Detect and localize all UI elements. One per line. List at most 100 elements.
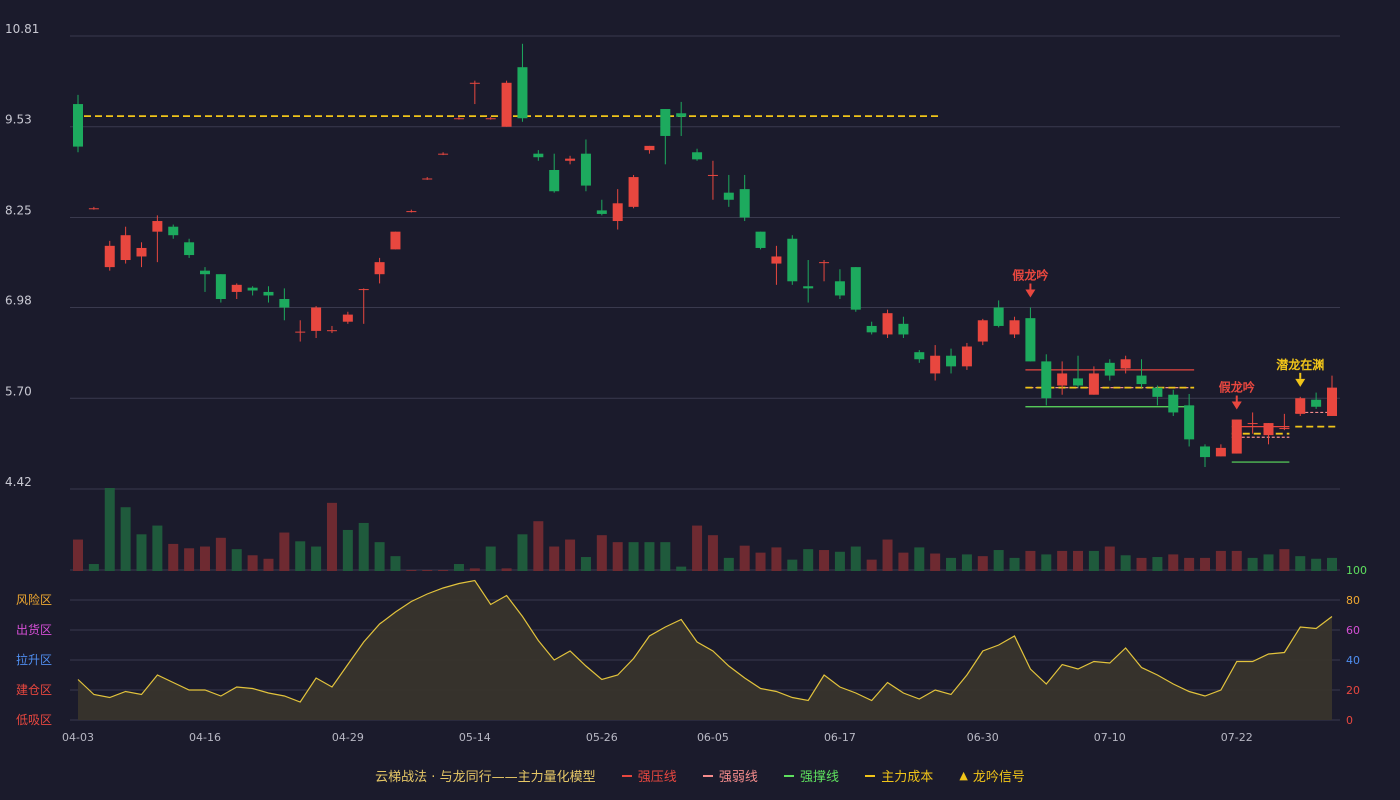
candle-body	[580, 153, 591, 186]
candle-body	[882, 313, 893, 335]
price-tick-label: 9.53	[5, 113, 32, 127]
candle-body	[326, 330, 337, 332]
signal-arrow	[1231, 401, 1242, 410]
x-tick-label: 04-29	[332, 731, 364, 744]
candle-body	[1279, 428, 1290, 430]
x-tick-label: 06-17	[824, 731, 856, 744]
candle-body	[914, 352, 925, 360]
volume-bar	[120, 507, 131, 571]
candle-body	[739, 189, 750, 218]
volume-bar	[263, 558, 274, 571]
candle-body	[1215, 447, 1226, 457]
candle-body	[453, 118, 464, 120]
candle-body	[1136, 375, 1147, 385]
candle-body	[120, 235, 131, 261]
candle-body	[803, 286, 814, 289]
price-tick-label: 4.42	[5, 475, 32, 489]
candle-body	[1327, 387, 1337, 416]
candle-body	[295, 331, 306, 333]
candle-body	[850, 267, 861, 310]
candle-body	[787, 238, 798, 282]
legend-label: 主力成本	[881, 770, 934, 785]
candle-body	[104, 245, 115, 268]
price-tick-label: 10.81	[5, 22, 39, 36]
candle-body	[930, 355, 941, 374]
indicator-line	[77, 579, 1333, 703]
zone-label: 建仓区	[16, 683, 52, 697]
volume-bar	[88, 564, 99, 571]
volume-bar	[104, 488, 115, 571]
legend-swatch	[865, 774, 876, 777]
volume-bar	[231, 549, 242, 571]
candle-body	[247, 287, 258, 291]
candle-body	[771, 256, 782, 264]
legend-item-strong-pressure[interactable]: 强压线	[621, 766, 677, 785]
candle-body	[961, 346, 972, 367]
volume-bar	[358, 522, 369, 571]
x-tick-label: 06-30	[967, 731, 999, 744]
candle-body	[1263, 423, 1274, 436]
candle-body	[1152, 387, 1163, 397]
candle-body	[707, 174, 718, 176]
volume-bar	[549, 546, 560, 571]
axis-labels: 4.42 5.70 6.98 8.25 9.53 10.81 100 80 60 40 20 0 风险区…	[5, 22, 1367, 744]
candle-body	[1073, 378, 1084, 386]
candlestick-series	[73, 43, 1337, 468]
volume-bar	[819, 550, 830, 571]
candle-body	[1295, 398, 1306, 414]
volume-bar	[580, 557, 591, 571]
candle-body	[1200, 446, 1211, 458]
x-tick-label: 05-26	[586, 731, 618, 744]
volume-bar	[1104, 546, 1115, 571]
volume-bar	[295, 541, 306, 571]
volume-bar	[1041, 554, 1052, 571]
legend-label: 强撑线	[800, 770, 840, 785]
volume-bar	[834, 551, 845, 571]
candle-body	[422, 178, 433, 180]
candle-body	[231, 284, 242, 292]
volume-bar	[501, 568, 512, 571]
candle-body	[406, 211, 417, 213]
legend-item-cost-line[interactable]: 主力成本	[865, 766, 933, 785]
candle-body	[485, 118, 496, 120]
volume-bar	[152, 525, 163, 571]
volume-bar	[914, 547, 925, 571]
candle-body	[168, 226, 179, 236]
reference-lines	[73, 115, 1337, 463]
candle-body	[390, 231, 401, 250]
volume-bar	[311, 546, 322, 571]
legend-swatch	[621, 774, 632, 777]
volume-bar	[73, 539, 83, 571]
candle-body	[73, 104, 83, 147]
legend-item-support-line[interactable]: 强撑线	[784, 766, 839, 785]
volume-bar	[787, 559, 798, 571]
candle-body	[1247, 423, 1258, 425]
candle-body	[692, 152, 703, 160]
candle-body	[1311, 399, 1322, 407]
volume-bar	[930, 553, 941, 571]
candle-body	[1088, 373, 1099, 395]
volume-bar	[1279, 549, 1290, 571]
candle-body	[1168, 394, 1179, 413]
candle-body	[533, 153, 544, 158]
legend-label: 强弱线	[718, 770, 758, 785]
legend-swatch	[784, 774, 795, 777]
candle-body	[374, 262, 385, 275]
legend-item-dragon-signal[interactable]: ▲ 龙吟信号	[959, 766, 1024, 785]
volume-bar	[136, 534, 147, 571]
volume-bar	[565, 539, 576, 571]
volume-bar	[723, 557, 734, 571]
candle-body	[152, 221, 163, 232]
candle-body	[1041, 361, 1052, 399]
candle-body	[565, 158, 576, 161]
volume-bar	[1088, 550, 1099, 571]
x-tick-label: 07-10	[1094, 731, 1126, 744]
volume-bar	[1168, 554, 1179, 571]
volume-bar	[1025, 550, 1036, 571]
volume-bar	[628, 542, 639, 571]
legend-item-weak-line[interactable]: 强弱线	[702, 766, 758, 785]
signal-label: 假龙吟	[1012, 268, 1048, 283]
indicator-tick-label: 40	[1346, 654, 1360, 667]
volume-bar	[961, 554, 972, 571]
